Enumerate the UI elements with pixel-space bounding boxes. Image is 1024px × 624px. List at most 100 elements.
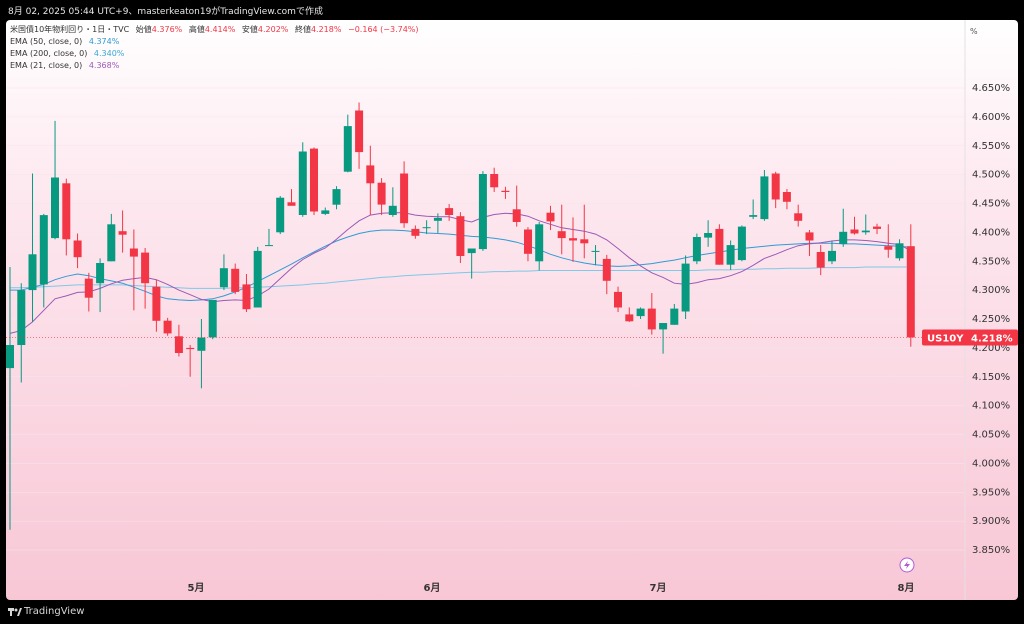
candle-body <box>490 174 499 188</box>
chart-panel[interactable]: 4.650% 4.600% 4.550% 4.500% 4.450% 4.400% 4.35… <box>6 20 1018 600</box>
candle-body <box>163 320 172 334</box>
candle <box>569 217 577 262</box>
candle-body <box>62 183 71 240</box>
price-tick-label: 4.400% <box>972 227 1010 238</box>
footer-bar <box>0 600 1024 624</box>
candle-body <box>321 210 330 214</box>
last-price-badge: US10Y 4.218% <box>922 329 1018 346</box>
candle-body <box>546 212 555 222</box>
last-price-badge-bg <box>922 329 1018 346</box>
candle-body <box>343 126 352 172</box>
price-tick-label: 4.150% <box>972 372 1010 383</box>
candle <box>174 324 183 357</box>
candle-body <box>816 252 825 268</box>
candle <box>501 186 510 199</box>
legend-close-label: 終値 <box>295 24 311 34</box>
candle <box>614 286 622 313</box>
candle <box>647 293 656 335</box>
candle <box>490 167 499 192</box>
candle-body <box>580 239 589 244</box>
candle-body <box>265 245 273 247</box>
candle <box>321 207 330 216</box>
candle <box>906 224 915 347</box>
candle <box>422 220 431 235</box>
candle <box>332 186 341 210</box>
time-tick-label: 6月 <box>424 582 441 594</box>
candles-layer <box>6 102 915 530</box>
candle-body <box>355 110 364 153</box>
candle <box>625 307 634 322</box>
candle-body <box>715 228 724 265</box>
legend-symbol-line: 米国債10年物利回り・1日・TVC 始値4.376% 高値4.414% 安値4.… <box>10 24 419 34</box>
candle <box>670 303 679 325</box>
candle-body <box>782 192 791 202</box>
candle-body <box>614 291 622 308</box>
candle-body <box>861 230 870 233</box>
candle-body <box>501 190 510 192</box>
candle <box>805 230 814 257</box>
price-tick-label: 4.600% <box>972 112 1010 123</box>
candle <box>828 240 836 265</box>
candle <box>580 204 589 259</box>
legend-open-label: 始値 <box>136 24 152 34</box>
candle-body <box>591 250 600 252</box>
candle <box>107 213 116 262</box>
candle-body <box>726 245 735 265</box>
legend[interactable]: 米国債10年物利回り・1日・TVC 始値4.376% 高値4.414% 安値4.… <box>10 24 419 70</box>
candle <box>850 216 859 235</box>
legend-high-value: 4.414% <box>205 25 236 34</box>
candle <box>73 233 82 269</box>
candle-body <box>535 224 544 262</box>
candle <box>602 254 611 295</box>
candle <box>681 255 690 319</box>
candle-body <box>760 176 769 220</box>
candle <box>265 228 273 247</box>
candle <box>636 307 645 319</box>
candle-body <box>433 217 442 221</box>
candle-body <box>670 308 679 325</box>
legend-ema200-value: 4.340% <box>94 49 125 58</box>
time-axis: 5月 6月 7月 8月 <box>188 582 915 594</box>
candle-body <box>737 226 746 261</box>
candle <box>512 185 521 227</box>
candle-body <box>456 216 465 256</box>
candle <box>816 245 825 276</box>
candle <box>355 102 364 169</box>
legend-ema200-label: EMA (200, close, 0) <box>10 49 87 58</box>
candle <box>141 247 150 309</box>
candle <box>276 195 285 235</box>
time-tick-label: 5月 <box>188 582 205 594</box>
candle <box>62 178 71 256</box>
legend-ema200: EMA (200, close, 0) 4.340% <box>10 49 125 58</box>
price-tick-label: 4.200% <box>972 343 1010 354</box>
candle <box>6 267 14 530</box>
candle-body <box>749 215 758 217</box>
candle <box>366 145 375 216</box>
candle <box>535 221 544 271</box>
candle <box>197 319 206 389</box>
candle-body <box>107 224 116 262</box>
price-tick-label: 4.000% <box>972 458 1010 469</box>
candle-body <box>647 308 656 330</box>
price-tick-label: 3.850% <box>972 545 1010 556</box>
candle <box>219 254 228 291</box>
candle-body <box>524 229 532 254</box>
legend-ema21: EMA (21, close, 0) 4.368% <box>10 61 120 70</box>
candle <box>749 199 758 220</box>
candle-body <box>636 308 645 317</box>
legend-ema50: EMA (50, close, 0) 4.374% <box>10 37 120 46</box>
candle-body <box>704 233 713 238</box>
candle-body <box>377 182 386 205</box>
candle <box>591 245 600 266</box>
candle <box>343 114 352 173</box>
legend-ema50-label: EMA (50, close, 0) <box>10 37 82 46</box>
candle <box>456 212 465 263</box>
candle-body <box>219 268 228 288</box>
price-tick-label: 3.950% <box>972 487 1010 498</box>
candle <box>208 299 217 340</box>
lightning-icon[interactable] <box>899 557 915 573</box>
candle-body <box>174 336 183 353</box>
candle <box>884 224 893 258</box>
candlestick-chart[interactable]: 4.650% 4.600% 4.550% 4.500% 4.450% 4.400% 4.35… <box>6 20 1018 600</box>
candle-body <box>512 209 521 222</box>
